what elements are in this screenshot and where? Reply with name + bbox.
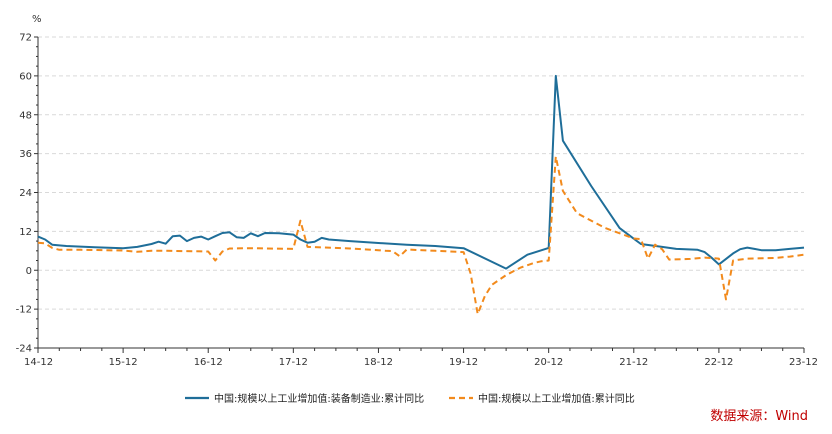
y-tick-label: 36 xyxy=(19,149,32,160)
axes: -24 -12 0 12 24 36 48 60 72 14-12 15-12 16-12 17-12 1… xyxy=(16,33,818,369)
y-tick-label: 0 xyxy=(26,266,32,277)
x-tick-label: 15-12 xyxy=(109,357,138,368)
y-axis-unit-label: % xyxy=(32,14,42,25)
y-tick-label: -24 xyxy=(16,344,32,355)
y-tick-label: 48 xyxy=(19,110,32,121)
y-tick-label: 72 xyxy=(19,33,32,44)
y-tick-label: 60 xyxy=(19,71,32,82)
x-tick-label: 18-12 xyxy=(364,357,393,368)
x-tick-label: 19-12 xyxy=(449,357,478,368)
y-tick-label: -12 xyxy=(16,305,32,316)
legend-label-series-1: 中国:规模以上工业增加值:装备制造业:累计同比 xyxy=(214,392,424,405)
data-source-note: 数据来源：Wind xyxy=(710,409,808,424)
x-tick-label: 16-12 xyxy=(194,357,223,368)
legend: 中国:规模以上工业增加值:装备制造业:累计同比 中国:规模以上工业增加值:累计同… xyxy=(185,392,635,405)
series-line-1 xyxy=(37,74,805,270)
series-line-2 xyxy=(37,155,805,315)
x-tick-label: 21-12 xyxy=(619,357,648,368)
x-tick-label: 20-12 xyxy=(534,357,563,368)
series-lines xyxy=(37,74,805,315)
x-tick-label: 14-12 xyxy=(24,357,53,368)
legend-label-series-2: 中国:规模以上工业增加值:累计同比 xyxy=(478,392,635,405)
x-tick-label: 17-12 xyxy=(279,357,308,368)
y-tick-label: 24 xyxy=(19,188,32,199)
x-tick-label: 23-12 xyxy=(789,357,818,368)
x-tick-label: 22-12 xyxy=(704,357,733,368)
gridlines xyxy=(38,36,804,310)
y-tick-label: 12 xyxy=(19,227,32,238)
